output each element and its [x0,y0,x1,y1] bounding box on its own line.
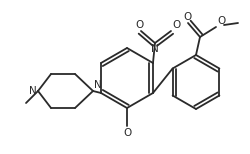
Text: N: N [94,80,102,90]
Text: N: N [151,44,159,54]
Text: O: O [217,16,225,26]
Text: O: O [123,128,131,138]
Text: O: O [136,20,144,30]
Text: N: N [29,86,37,96]
Text: O: O [172,20,180,30]
Text: O: O [183,12,191,22]
